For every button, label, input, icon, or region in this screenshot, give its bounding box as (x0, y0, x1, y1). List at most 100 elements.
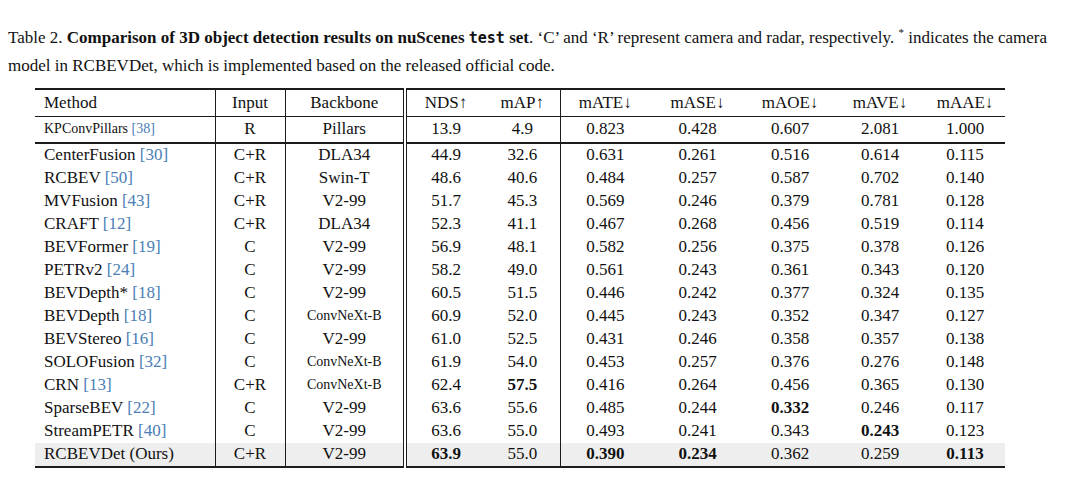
backbone-cell: DLA34 (285, 143, 405, 167)
metric-cell: 0.467 (560, 213, 650, 236)
input-cell: C (215, 282, 285, 305)
metric-cell: 63.6 (405, 397, 485, 420)
metric-cell: 0.234 (650, 443, 745, 467)
metric-cell: 0.243 (835, 420, 925, 443)
backbone-cell: V2-99 (285, 190, 405, 213)
method-cell: RCBEVDet (Ours) (35, 443, 215, 467)
metric-cell: 0.582 (560, 236, 650, 259)
backbone-cell: Pillars (285, 116, 405, 143)
metric-cell: 0.431 (560, 328, 650, 351)
input-cell: C+R (215, 167, 285, 190)
method-cell: RCBEV [50] (35, 167, 215, 190)
metric-cell: 57.5 (485, 374, 560, 397)
backbone-cell: V2-99 (285, 420, 405, 443)
metric-cell: 0.148 (925, 351, 1005, 374)
metric-cell: 0.126 (925, 236, 1005, 259)
metric-cell: 0.428 (650, 116, 745, 143)
table-row: RCBEV [50]C+RSwin-T48.640.60.4840.2570.5… (35, 167, 1005, 190)
backbone-cell: V2-99 (285, 397, 405, 420)
metric-cell: 0.347 (835, 305, 925, 328)
metric-cell: 44.9 (405, 143, 485, 167)
backbone-cell: ConvNeXt-B (285, 305, 405, 328)
input-cell: C (215, 259, 285, 282)
metric-cell: 63.6 (405, 420, 485, 443)
metric-cell: 0.324 (835, 282, 925, 305)
metric-cell: 13.9 (405, 116, 485, 143)
metric-cell: 48.1 (485, 236, 560, 259)
metric-cell: 61.9 (405, 351, 485, 374)
metric-cell: 0.561 (560, 259, 650, 282)
metric-cell: 0.246 (650, 190, 745, 213)
table-row: SOLOFusion [32]CConvNeXt-B61.954.00.4530… (35, 351, 1005, 374)
metric-cell: 0.390 (560, 443, 650, 467)
citation-link[interactable]: [13] (83, 375, 111, 394)
metric-cell: 0.376 (745, 351, 835, 374)
citation-link[interactable]: [30] (140, 145, 168, 164)
metric-cell: 0.343 (745, 420, 835, 443)
citation-link[interactable]: [50] (105, 168, 133, 187)
method-cell: SparseBEV [22] (35, 397, 215, 420)
metric-cell: 52.0 (485, 305, 560, 328)
col-header-nds: NDS↑ (405, 89, 485, 116)
metric-cell: 0.379 (745, 190, 835, 213)
metric-cell: 0.117 (925, 397, 1005, 420)
citation-link[interactable]: [19] (132, 237, 160, 256)
input-cell: C (215, 305, 285, 328)
citation-link[interactable]: [16] (126, 329, 154, 348)
metric-cell: 0.823 (560, 116, 650, 143)
metric-cell: 55.0 (485, 420, 560, 443)
metric-cell: 0.343 (835, 259, 925, 282)
table-caption: Table 2. Comparison of 3D object detecti… (8, 24, 1076, 79)
method-cell: MVFusion [43] (35, 190, 215, 213)
metric-cell: 32.6 (485, 143, 560, 167)
input-cell: C (215, 420, 285, 443)
metric-cell: 45.3 (485, 190, 560, 213)
citation-link[interactable]: [12] (103, 214, 131, 233)
metric-cell: 0.257 (650, 351, 745, 374)
citation-link[interactable]: [40] (138, 421, 166, 440)
metric-cell: 0.445 (560, 305, 650, 328)
input-cell: C (215, 236, 285, 259)
method-cell: SOLOFusion [32] (35, 351, 215, 374)
metric-cell: 0.365 (835, 374, 925, 397)
metric-cell: 41.1 (485, 213, 560, 236)
metric-cell: 51.5 (485, 282, 560, 305)
metric-cell: 61.0 (405, 328, 485, 351)
method-cell: CRAFT [12] (35, 213, 215, 236)
caption-period: . (529, 28, 533, 47)
table-row: CRAFT [12]C+RDLA3452.341.10.4670.2680.45… (35, 213, 1005, 236)
citation-link[interactable]: [43] (122, 191, 150, 210)
backbone-cell: V2-99 (285, 282, 405, 305)
metric-cell: 0.257 (650, 167, 745, 190)
citation-link[interactable]: [18] (124, 306, 152, 325)
citation-link[interactable]: [18] (132, 283, 160, 302)
metric-cell: 60.9 (405, 305, 485, 328)
method-cell: StreamPETR [40] (35, 420, 215, 443)
backbone-cell: ConvNeXt-B (285, 351, 405, 374)
metric-cell: 49.0 (485, 259, 560, 282)
metric-cell: 56.9 (405, 236, 485, 259)
col-header-mase: mASE↓ (650, 89, 745, 116)
method-cell: BEVStereo [16] (35, 328, 215, 351)
metric-cell: 0.357 (835, 328, 925, 351)
metric-cell: 0.362 (745, 443, 835, 467)
citation-link[interactable]: [24] (107, 260, 135, 279)
metric-cell: 0.241 (650, 420, 745, 443)
metric-cell: 54.0 (485, 351, 560, 374)
metric-cell: 0.378 (835, 236, 925, 259)
citation-link[interactable]: [38] (132, 121, 155, 136)
backbone-cell: V2-99 (285, 328, 405, 351)
metric-cell: 0.268 (650, 213, 745, 236)
metric-cell: 0.127 (925, 305, 1005, 328)
metric-cell: 0.456 (745, 213, 835, 236)
table-body: KPConvPillars [38]RPillars13.94.90.8230.… (35, 116, 1005, 467)
metric-cell: 0.493 (560, 420, 650, 443)
footnote-star: * (899, 26, 905, 38)
method-cell: KPConvPillars [38] (35, 116, 215, 143)
metric-cell: 0.453 (560, 351, 650, 374)
method-cell: BEVDepth [18] (35, 305, 215, 328)
citation-link[interactable]: [32] (139, 352, 167, 371)
citation-link[interactable]: [22] (127, 398, 155, 417)
metric-cell: 0.702 (835, 167, 925, 190)
metric-cell: 0.416 (560, 374, 650, 397)
